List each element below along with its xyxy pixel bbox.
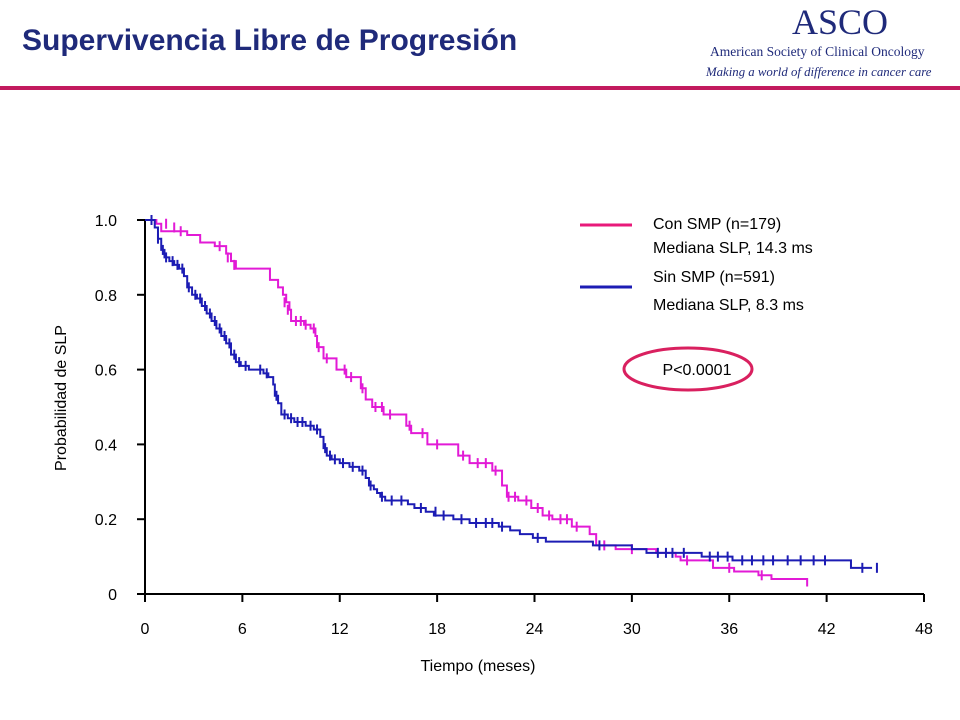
x-axis-title: Tiempo (meses) [421,658,536,675]
asco-logo: ASCO American Society of Clinical Oncolo… [705,2,932,79]
y-tick-label: 0.8 [95,288,117,305]
series-group-0 [145,218,809,587]
legend-label-con-smp-line-1: Con SMP (n=179) [653,216,781,233]
slide-title: Supervivencia Libre de Progresión [22,24,518,57]
x-tick-label: 6 [238,621,247,638]
title-divider [0,86,960,90]
p-value-text: P<0.0001 [663,362,732,379]
legend-label-sin-smp-line-2: Mediana SLP, 8.3 ms [653,297,804,314]
y-tick-label: 0.6 [95,363,117,380]
x-tick-label: 30 [623,621,641,638]
legend-label-sin-smp-line-1: Sin SMP (n=591) [653,269,775,286]
asco-logo-org: American Society of Clinical Oncology [710,44,925,59]
asco-logo-tagline: Making a world of difference in cancer c… [705,65,932,79]
series-layer [145,215,878,587]
legend-label-con-smp-line-2: Mediana SLP, 14.3 ms [653,240,813,257]
y-tick-label: 1.0 [95,213,117,230]
p-value-annotation: P<0.0001 [622,346,754,392]
x-tick-label: 12 [331,621,349,638]
y-tick-label: 0.4 [95,437,117,454]
legend: Con SMP (n=179) Mediana SLP, 14.3 ms Sin… [580,216,813,314]
x-tick-label: 42 [818,621,836,638]
x-tick-label: 48 [915,621,933,638]
chart-axes: 0 6 12 18 24 30 36 42 48 0 0.2 0.4 0.6 0.8 1.0 [95,213,933,638]
x-tick-label: 36 [720,621,738,638]
y-ticks: 0 0.2 0.4 0.6 0.8 1.0 [95,213,145,604]
y-tick-label: 0.2 [95,512,117,529]
p-value-ellipse [622,346,754,392]
asco-logo-mark: ASCO [792,2,888,42]
x-tick-label: 0 [141,621,150,638]
y-tick-label: 0 [108,587,117,604]
x-ticks: 0 6 12 18 24 30 36 42 48 [141,594,933,638]
x-tick-label: 18 [428,621,446,638]
x-tick-label: 24 [526,621,544,638]
y-axis-title: Probabilidad de SLP [53,325,70,471]
series-line [145,219,809,587]
series-group-1 [145,215,878,573]
